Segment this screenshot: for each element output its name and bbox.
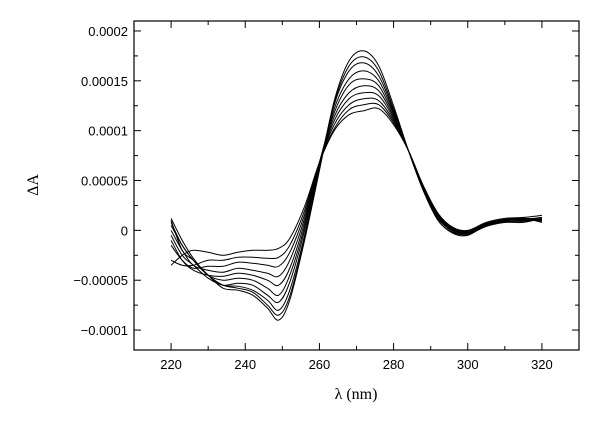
y-tick-label: 0.0002 (88, 24, 128, 39)
x-tick-label: 300 (457, 357, 479, 372)
series-line-6 (170, 85, 542, 287)
x-tick-label: 260 (309, 357, 331, 372)
series-line-2 (170, 56, 542, 316)
x-tick-label: 220 (160, 357, 182, 372)
series-line-9 (170, 102, 542, 267)
axis-ticks (133, 21, 580, 350)
x-tick-label: 320 (531, 357, 553, 372)
series-line-10 (170, 107, 542, 266)
series-line-4 (170, 70, 542, 304)
data-series (170, 50, 543, 321)
y-tick-label: 0 (121, 223, 128, 238)
series-line-7 (170, 91, 542, 278)
y-tick-label: −0.00005 (73, 273, 128, 288)
y-tick-label: 0.00005 (81, 174, 128, 189)
x-axis-label: λ (nm) (335, 386, 378, 403)
plot-frame (133, 20, 580, 351)
x-tick-label: 240 (234, 357, 256, 372)
y-axis-label: ΔA (25, 174, 42, 196)
series-line-3 (170, 62, 542, 311)
axis-tick-labels: 220 240 260 280 300 320 −0.0001 −0.00005 0 0.0000… (73, 24, 552, 372)
series-line-5 (170, 78, 542, 297)
y-tick-label: −0.0001 (81, 323, 128, 338)
series-line-1 (170, 50, 543, 321)
y-tick-label: 0.00015 (81, 74, 128, 89)
series-line-8 (170, 97, 543, 269)
x-tick-label: 280 (383, 357, 405, 372)
y-tick-label: 0.0001 (88, 124, 128, 139)
